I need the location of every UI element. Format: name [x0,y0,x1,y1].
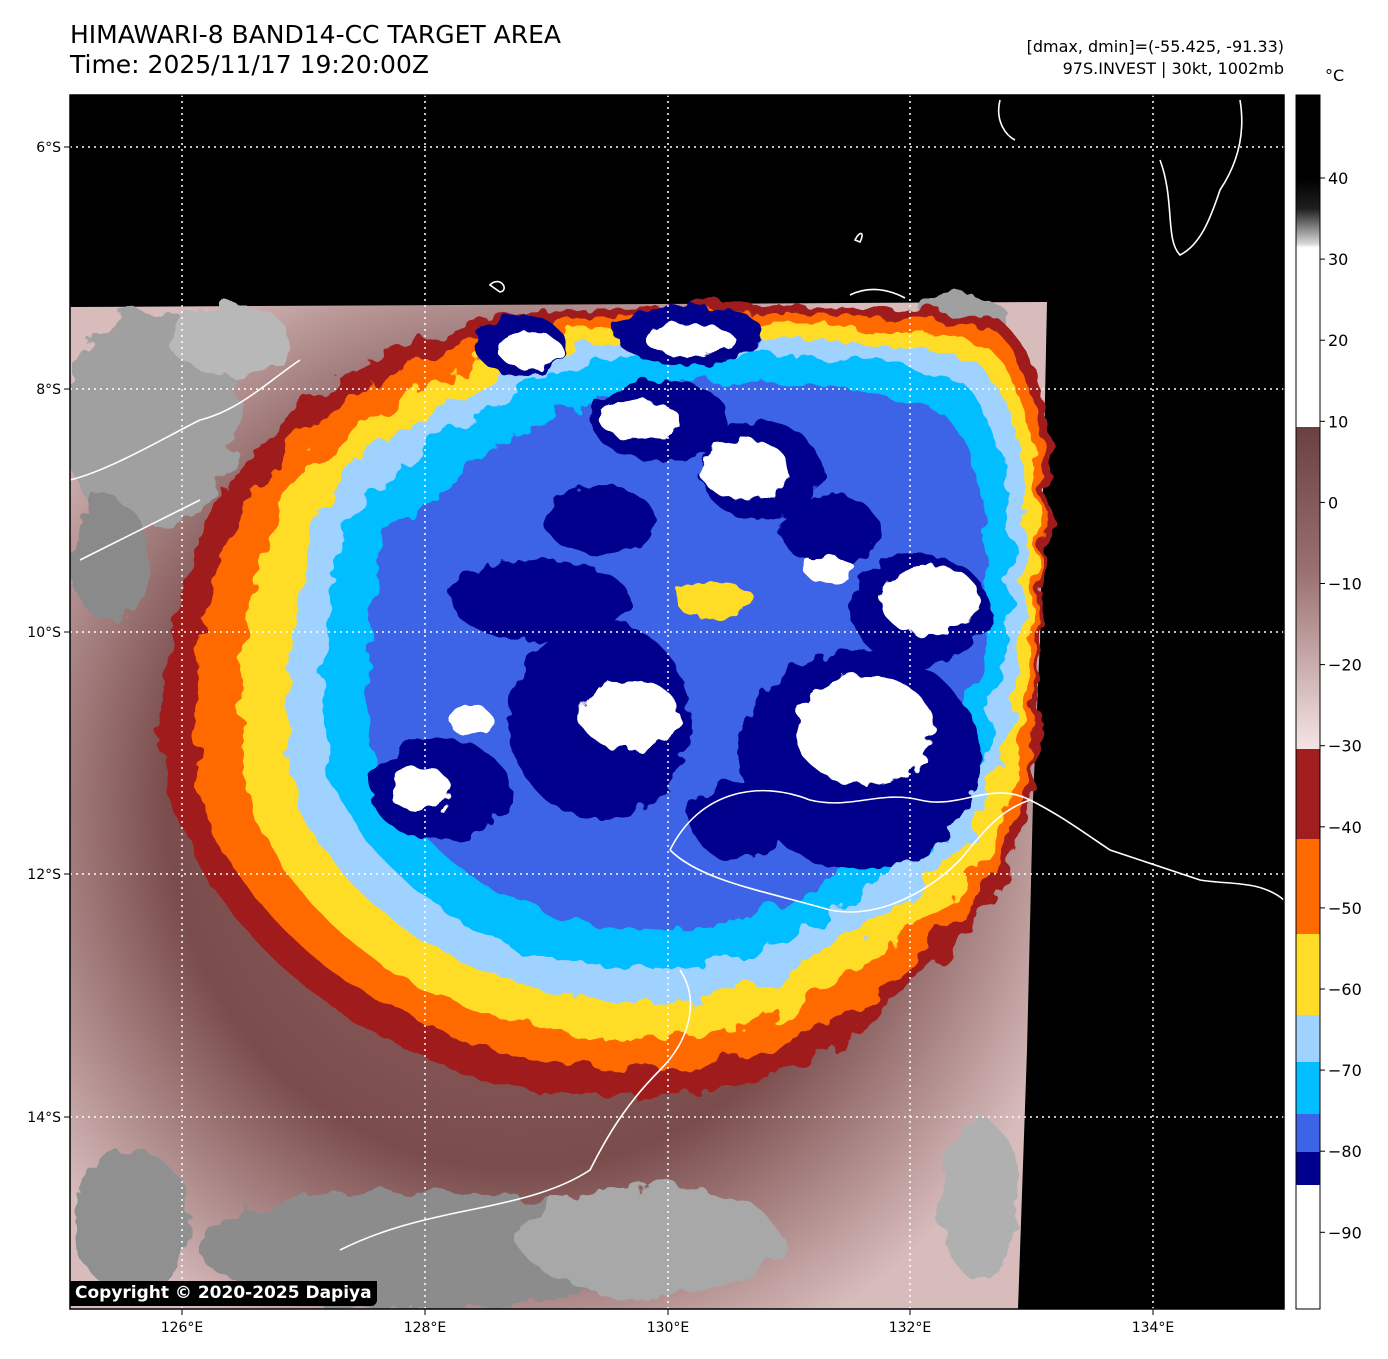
graticule [70,95,1284,1309]
colorbar-tick-label: 30 [1328,250,1348,269]
colorbar-tick-label: 20 [1328,331,1348,350]
lat-tick-label: 14°S [27,1110,61,1126]
range-label: [dmax, dmin]=(-55.425, -91.33) [1026,37,1284,56]
storm-label: 97S.INVEST | 30kt, 1002mb [1062,59,1284,78]
colorbar-tick-label: 10 [1328,412,1348,431]
colorbar-tick-label: −60 [1328,980,1362,999]
storm-info: [dmax, dmin]=(-55.425, -91.33) 97S.INVES… [1027,36,1284,80]
colorbar-tick-label: −90 [1328,1223,1362,1242]
grey-patches [70,295,1020,1309]
map-area [70,95,1284,1309]
colorbar: 40 30 20 10 0 −10 −20 −30 −40 −50 −60 −70 −80 −90 [1295,94,1362,1310]
lat-tick-label: 6°S [36,140,61,156]
yellow-channel [675,582,755,618]
colorbar-tick-label: −40 [1328,818,1362,837]
title-line-1: HIMAWARI-8 BAND14-CC TARGET AREA [70,20,562,49]
lat-tick-label: 10°S [27,625,61,641]
colorbar-tick-label: −50 [1328,899,1362,918]
colorbar-tick-label: −10 [1328,575,1362,594]
map-frame [69,94,1285,1310]
colorbar-tick-label: −20 [1328,656,1362,675]
lon-tick-label: 130°E [647,1320,690,1336]
colorbar-tick-label: −80 [1328,1142,1362,1161]
colorbar-tick-label: −70 [1328,1061,1362,1080]
colorbar-tick-label: 0 [1328,493,1338,512]
title-line-2: Time: 2025/11/17 19:20:00Z [70,50,429,79]
colorbar-tick-label: 40 [1328,169,1348,188]
chart-title: HIMAWARI-8 BAND14-CC TARGET AREA Time: 2… [70,20,561,80]
latitude-axis: 6°S 8°S 10°S 12°S 14°S [27,140,70,1126]
lon-tick-label: 134°E [1132,1320,1175,1336]
lon-tick-label: 128°E [404,1320,447,1336]
lon-tick-label: 126°E [161,1320,204,1336]
coastlines [70,99,1284,1251]
lat-tick-label: 12°S [27,867,61,883]
copyright-label: Copyright © 2020-2025 Dapiya [70,1281,377,1306]
longitude-axis: 126°E 128°E 130°E 132°E 134°E [161,1309,1175,1336]
colorbar-unit: °C [1325,66,1345,85]
coldest-tops [388,325,980,812]
lat-tick-label: 8°S [36,382,61,398]
colorbar-tick-label: −30 [1328,737,1362,756]
lon-tick-label: 132°E [889,1320,932,1336]
